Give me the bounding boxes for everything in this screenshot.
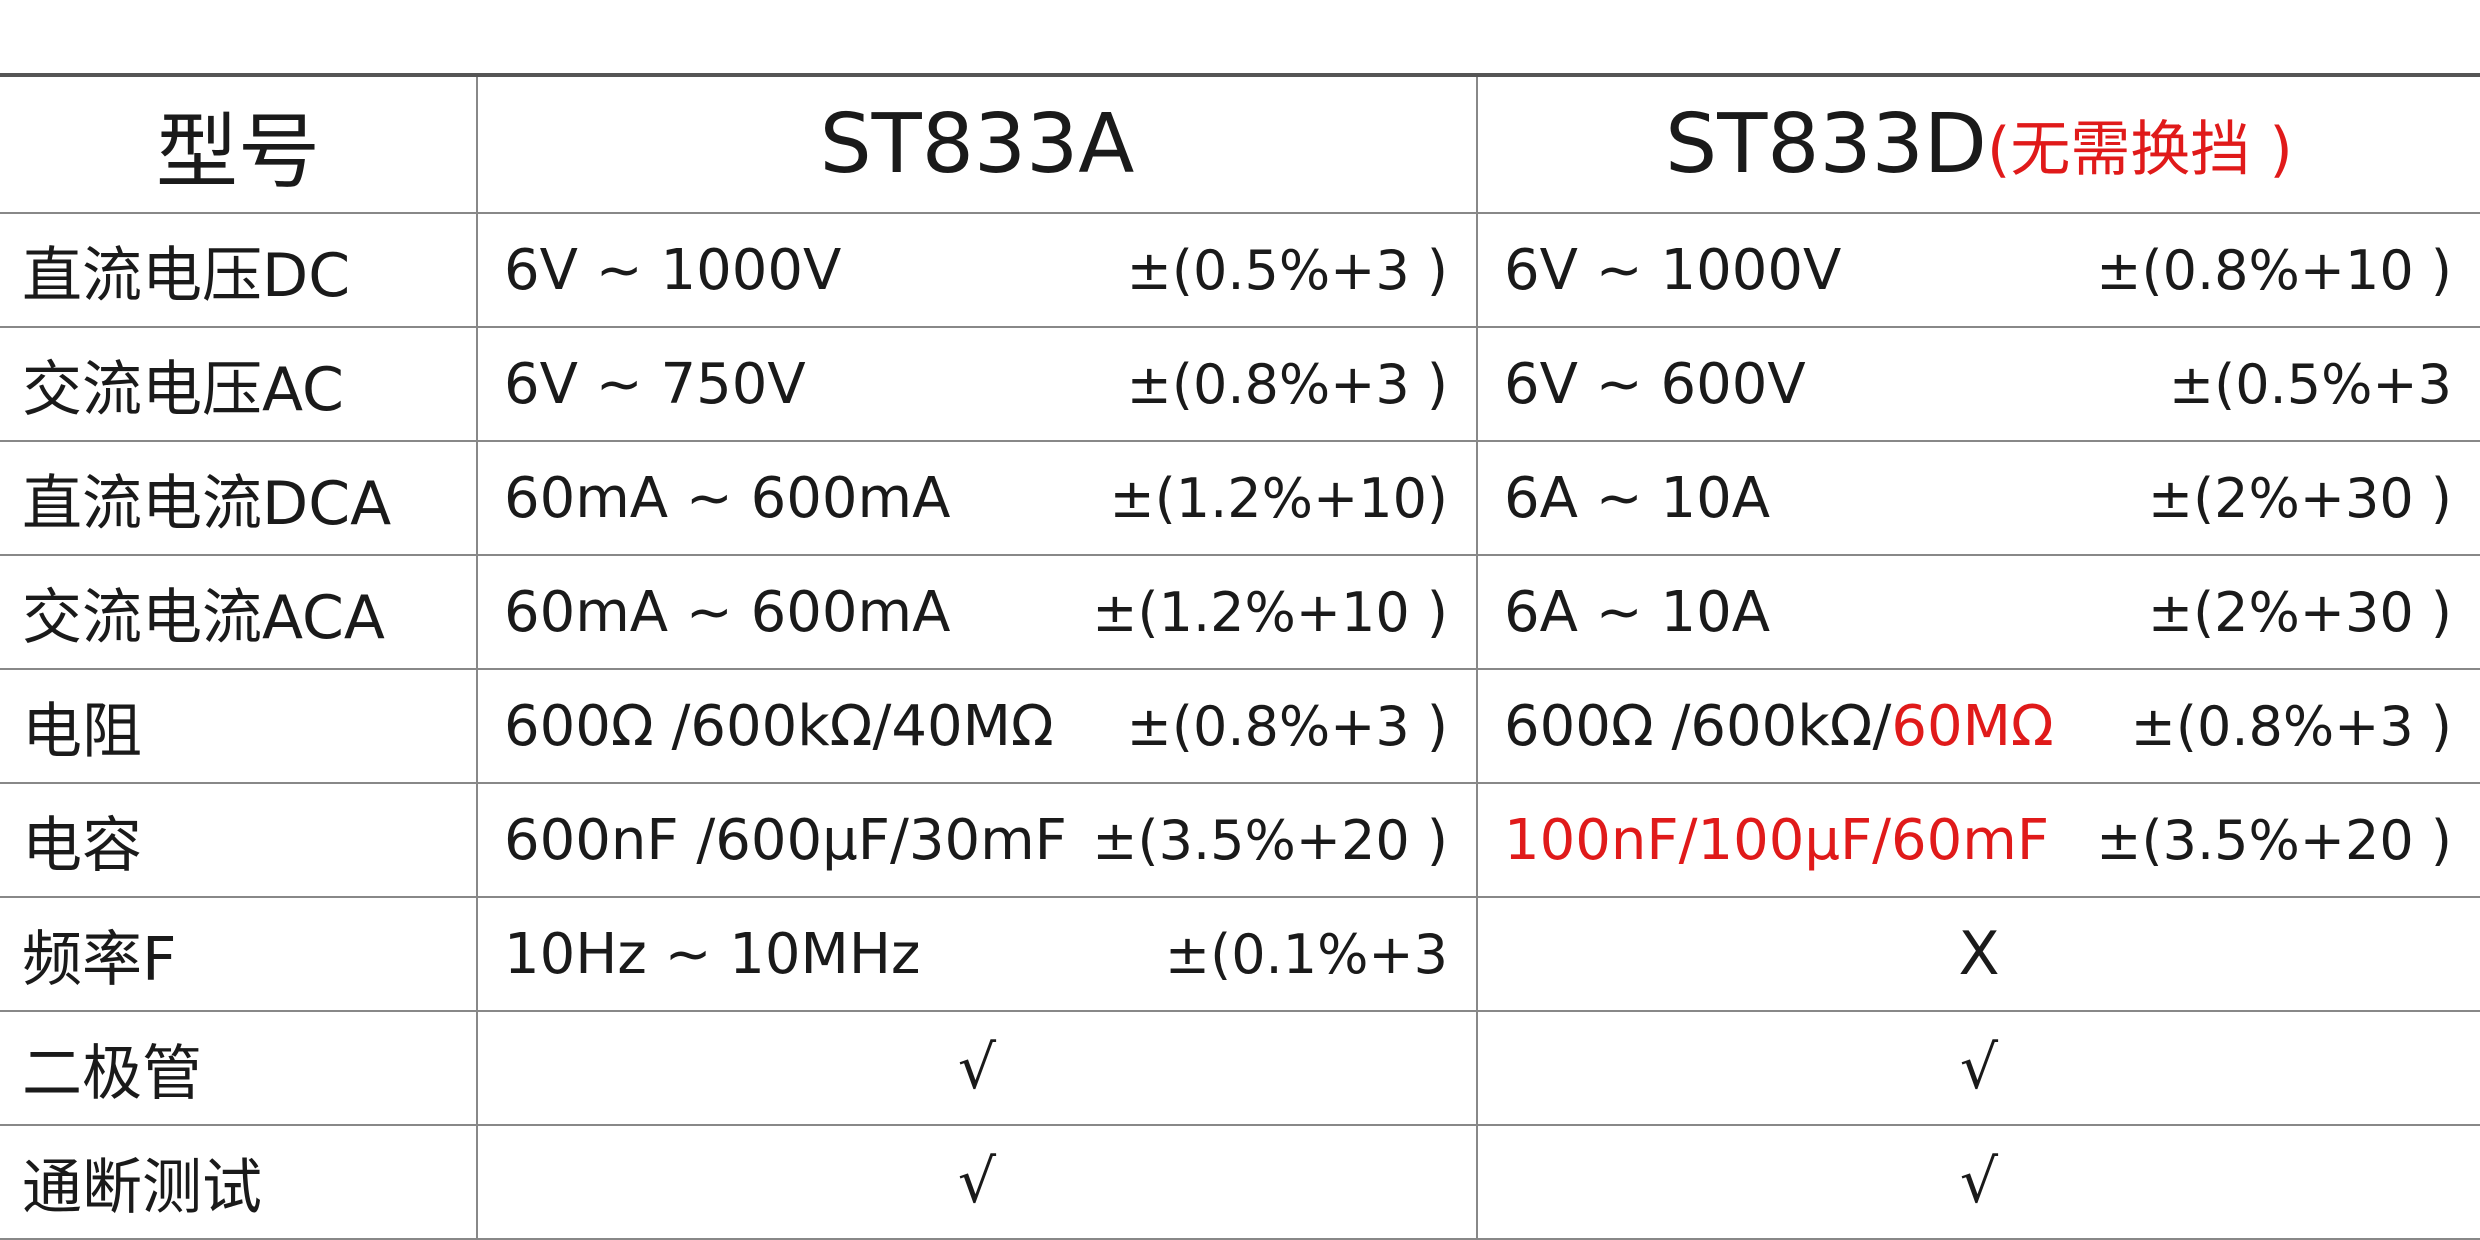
mark-cell: √ [1478,1012,2480,1126]
range-text: 600Ω /600kΩ/40MΩ [504,693,1054,759]
range: 10Hz ~ 10MHz [504,922,920,987]
accuracy: ±(1.2%+10) [1109,466,1448,530]
range: 6A ~ 10A [1504,466,1770,531]
value-cell: 600Ω /600kΩ/40MΩ ±(0.8%+3 ) [478,670,1478,784]
accuracy: ±(0.8%+3 ) [1126,352,1448,416]
range-text: 600nF /600μF/30mF [504,807,1067,873]
value-cell: 10Hz ~ 10MHz ±(0.1%+3 [478,898,1478,1012]
accuracy: ±(3.5%+20 ) [2096,808,2452,872]
spec-table: 型号 ST833A ST833D (无需换挡 ) 直流电压DC 6V ~ 1000V ±(0… [0,73,2480,1240]
range-text: 6V ~ 1000V [504,237,842,303]
value-cell: 6V ~ 1000V ±(0.8%+10 ) [1478,214,2480,328]
range-text: 6V ~ 600V [1504,351,1806,417]
range: 6V ~ 1000V [1504,238,1841,303]
header-label: 型号 [0,77,478,214]
range: 600Ω /600kΩ/60MΩ [1504,694,2054,759]
value-cell: 600Ω /600kΩ/60MΩ ±(0.8%+3 ) [1478,670,2480,784]
accuracy: ±(1.2%+10 ) [1092,580,1448,644]
model-name: ST833A [819,97,1135,192]
value-cell: 6A ~ 10A ±(2%+30 ) [1478,556,2480,670]
range: 100nF/100μF/60mF [1504,808,2049,873]
accuracy: ±(2%+30 ) [2147,466,2452,530]
header-model: ST833D (无需换挡 ) [1478,77,2480,214]
accuracy: ±(0.5%+3 [2168,352,2452,416]
accuracy: ±(2%+30 ) [2147,580,2452,644]
row-label: 二极管 [0,1012,478,1126]
row-label: 交流电流ACA [0,556,478,670]
value-cell: 6V ~ 600V ±(0.5%+3 [1478,328,2480,442]
range-highlight: 100nF/100μF/60mF [1504,807,2050,873]
value-cell: 100nF/100μF/60mF ±(3.5%+20 ) [1478,784,2480,898]
row-label: 电容 [0,784,478,898]
model-name: ST833D [1665,97,1987,192]
range: 6A ~ 10A [1504,580,1770,645]
range-text: 6A ~ 10A [1504,579,1771,645]
mark-cell: X [1478,898,2480,1012]
range: 600nF /600μF/30mF [504,808,1067,873]
range-highlight: 60MΩ [1891,693,2054,759]
value-cell: 600nF /600μF/30mF ±(3.5%+20 ) [478,784,1478,898]
range: 6V ~ 600V [1504,352,1806,417]
accuracy: ±(3.5%+20 ) [1092,808,1448,872]
range-text: 600Ω /600kΩ/ [1504,693,1892,759]
range: 600Ω /600kΩ/40MΩ [504,694,1054,759]
header-model: ST833A [478,77,1478,214]
accuracy: ±(0.8%+10 ) [2096,238,2452,302]
model-note: (无需换挡 ) [1986,115,2293,185]
range-text: 10Hz ~ 10MHz [504,921,921,987]
value-cell: 6V ~ 1000V ±(0.5%+3 ) [478,214,1478,328]
value-cell: 60mA ~ 600mA ±(1.2%+10 ) [478,556,1478,670]
range: 60mA ~ 600mA [504,466,950,531]
row-label: 直流电压DC [0,214,478,328]
accuracy: ±(0.8%+3 ) [1126,694,1448,758]
row-label: 交流电压AC [0,328,478,442]
range-text: 6V ~ 750V [504,351,806,417]
range: 6V ~ 750V [504,352,806,417]
range-text: 60mA ~ 600mA [504,465,951,531]
mark-cell: √ [478,1012,1478,1126]
range-text: 6A ~ 10A [1504,465,1771,531]
row-label: 直流电流DCA [0,442,478,556]
range-text: 6V ~ 1000V [1504,237,1842,303]
accuracy: ±(0.1%+3 [1164,922,1448,986]
row-label: 通断测试 [0,1126,478,1240]
value-cell: 60mA ~ 600mA ±(1.2%+10) [478,442,1478,556]
range: 6V ~ 1000V [504,238,841,303]
row-label: 频率F [0,898,478,1012]
mark-cell: √ [1478,1126,2480,1240]
row-label: 电阻 [0,670,478,784]
accuracy: ±(0.8%+3 ) [2130,694,2452,758]
value-cell: 6V ~ 750V ±(0.8%+3 ) [478,328,1478,442]
mark-cell: √ [478,1126,1478,1240]
range-text: 60mA ~ 600mA [504,579,951,645]
range: 60mA ~ 600mA [504,580,950,645]
value-cell: 6A ~ 10A ±(2%+30 ) [1478,442,2480,556]
accuracy: ±(0.5%+3 ) [1126,238,1448,302]
